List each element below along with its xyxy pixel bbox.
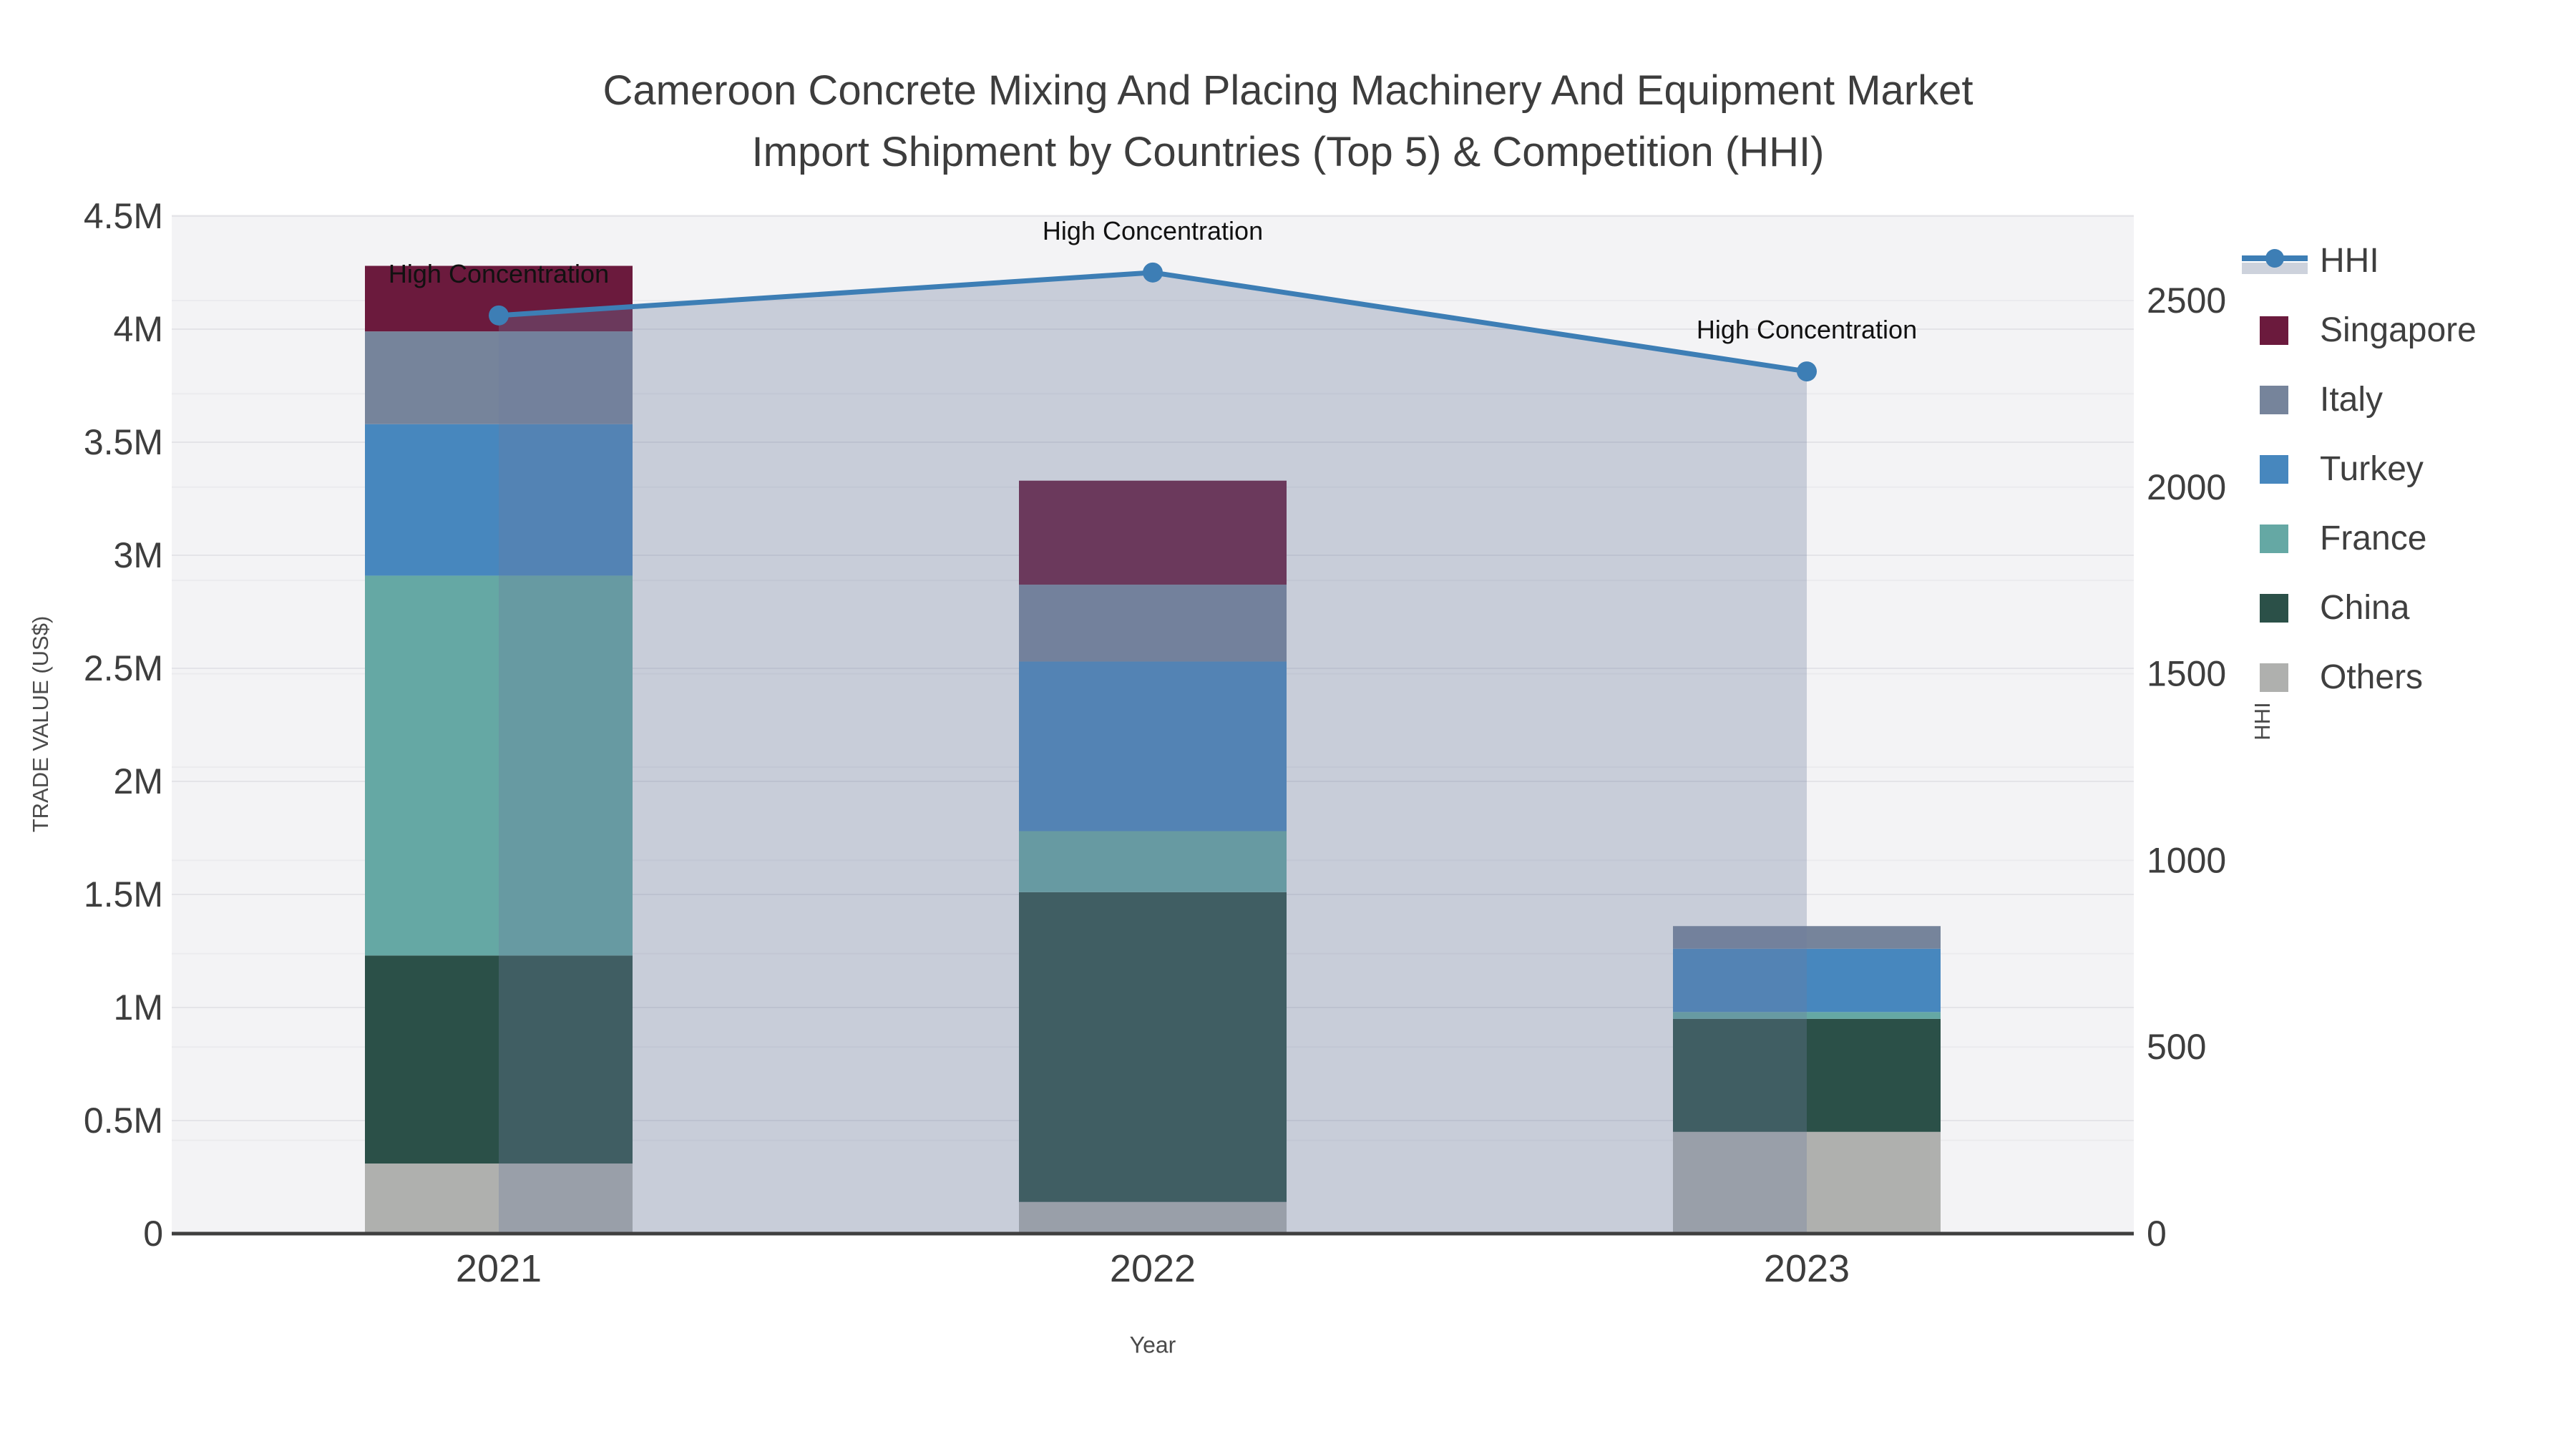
bar-segment-italy-2023 — [1673, 926, 1941, 949]
hhi-marker-2023 — [1797, 361, 1817, 382]
x-tick-label-2021: 2021 — [456, 1247, 542, 1290]
bar-segment-italy-2022 — [1019, 585, 1287, 662]
bar-segment-turkey-2021 — [365, 424, 633, 576]
legend-item-china[interactable]: China — [2242, 573, 2409, 643]
y-left-tick-label: 4.5M — [84, 196, 163, 236]
y-left-tick-label: 0.5M — [84, 1101, 163, 1141]
bar-segment-china-2022 — [1019, 892, 1287, 1202]
bar-segment-france-2023 — [1673, 1012, 1941, 1019]
legend-color-swatch — [2260, 385, 2288, 414]
hhi-marker-2021 — [489, 305, 509, 326]
bar-segment-china-2021 — [365, 955, 633, 1164]
legend-item-singapore[interactable]: Singapore — [2242, 296, 2477, 365]
legend-color-swatch — [2260, 663, 2288, 692]
bar-segment-others-2023 — [1673, 1131, 1941, 1234]
x-axis-title: Year — [1129, 1332, 1176, 1358]
y-right-tick-label: 2500 — [2147, 280, 2226, 321]
y-right-tick-label: 1500 — [2147, 654, 2226, 694]
hhi-marker-2022 — [1143, 262, 1163, 283]
x-tick-label-2022: 2022 — [1110, 1247, 1196, 1290]
y-right-tick-label: 1000 — [2147, 840, 2226, 880]
y-right-tick-label: 2000 — [2147, 467, 2226, 507]
chart-title-line-1: Cameroon Concrete Mixing And Placing Mac… — [602, 67, 1974, 114]
legend-item-hhi[interactable]: HHI — [2242, 226, 2379, 296]
legend-label: Italy — [2320, 381, 2384, 419]
y-right-tick-label: 0 — [2147, 1214, 2167, 1254]
hhi-area-fill — [499, 272, 1807, 1234]
chart-title-line-2: Import Shipment by Countries (Top 5) & C… — [751, 129, 1825, 175]
y-left-tick-label: 3M — [114, 535, 163, 575]
legend-label: France — [2320, 519, 2427, 557]
annotation-high-concentration-2022: High Concentration — [1043, 216, 1263, 245]
y-left-tick-label: 2.5M — [84, 648, 163, 688]
legend-item-turkey[interactable]: Turkey — [2242, 434, 2424, 504]
y-left-tick-label: 1.5M — [84, 874, 163, 914]
legend-color-swatch — [2260, 524, 2288, 553]
legend-line-swatch — [2242, 245, 2308, 277]
y-left-tick-label: 0 — [143, 1214, 163, 1254]
legend-item-france[interactable]: France — [2242, 504, 2426, 573]
bar-segment-france-2021 — [365, 575, 633, 956]
legend-label: Singapore — [2320, 311, 2477, 349]
legend-label: HHI — [2320, 242, 2379, 280]
legend-label: Turkey — [2320, 450, 2424, 488]
legend-label: Others — [2320, 658, 2424, 696]
y-left-tick-label: 3.5M — [84, 422, 163, 462]
legend-swatch-dot — [2265, 248, 2284, 268]
bar-segment-china-2023 — [1673, 1018, 1941, 1132]
x-tick-label-2023: 2023 — [1764, 1247, 1850, 1290]
legend-swatch-band — [2242, 262, 2308, 274]
legend-item-others[interactable]: Others — [2242, 643, 2423, 712]
bar-segment-italy-2021 — [365, 331, 633, 424]
bar-segment-turkey-2023 — [1673, 948, 1941, 1013]
bar-segment-france-2022 — [1019, 831, 1287, 892]
legend-color-swatch — [2260, 593, 2288, 623]
annotation-high-concentration-2021: High Concentration — [389, 259, 609, 288]
bar-segment-turkey-2022 — [1019, 661, 1287, 831]
bar-segment-singapore-2022 — [1019, 480, 1287, 585]
bar-segment-others-2022 — [1019, 1201, 1287, 1234]
annotation-high-concentration-2023: High Concentration — [1697, 315, 1917, 344]
y-left-tick-label: 1M — [114, 987, 163, 1028]
legend-color-swatch — [2260, 454, 2288, 484]
y-left-tick-label: 4M — [114, 309, 163, 349]
y-left-tick-label: 2M — [114, 761, 163, 801]
bar-segment-others-2021 — [365, 1163, 633, 1234]
y-right-tick-label: 500 — [2147, 1027, 2206, 1067]
legend-label: China — [2320, 589, 2410, 627]
y-left-axis-title: TRADE VALUE (US$) — [28, 615, 53, 833]
legend-color-swatch — [2260, 316, 2288, 345]
legend-item-italy[interactable]: Italy — [2242, 365, 2383, 434]
